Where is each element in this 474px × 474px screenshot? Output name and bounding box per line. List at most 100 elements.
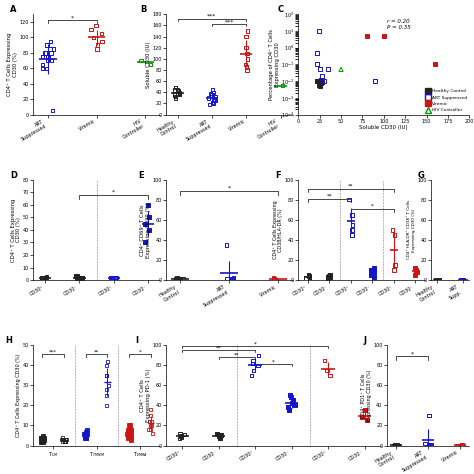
- Point: [145, 214, 153, 221]
- Point: [284, 404, 292, 411]
- Point: [392, 442, 400, 449]
- Point: [146, 418, 154, 425]
- Point: [242, 33, 250, 40]
- Point: [145, 426, 153, 433]
- Point: [244, 27, 251, 35]
- Point: [44, 57, 52, 64]
- Legend: Healthy Control, ART Suppressed, Viremic, HIV Controller: Healthy Control, ART Suppressed, Viremic…: [426, 89, 467, 112]
- Point: [47, 49, 55, 56]
- Point: [127, 436, 135, 443]
- Point: [82, 432, 90, 439]
- Text: F: F: [275, 171, 281, 180]
- Point: [82, 430, 89, 438]
- Point: [73, 274, 81, 282]
- Point: [93, 45, 101, 53]
- Point: [345, 196, 353, 204]
- Point: [146, 422, 154, 429]
- Point: [141, 238, 149, 246]
- Point: [316, 65, 323, 73]
- Point: [78, 274, 86, 282]
- Point: [175, 275, 182, 283]
- Point: [413, 268, 421, 276]
- Point: [43, 273, 50, 281]
- Point: [217, 431, 225, 438]
- Point: [348, 211, 356, 219]
- Point: [109, 274, 116, 282]
- Point: [62, 436, 70, 443]
- Point: [87, 26, 95, 34]
- Point: [38, 434, 46, 441]
- Point: [433, 276, 440, 283]
- Point: [457, 276, 465, 283]
- Point: [148, 422, 155, 429]
- Point: [454, 442, 461, 449]
- Point: [206, 100, 213, 108]
- Point: [457, 276, 465, 283]
- Point: [288, 400, 295, 407]
- Point: [102, 385, 110, 393]
- Point: [176, 89, 183, 96]
- Point: [380, 32, 388, 40]
- Y-axis label: CD4⁺ T Cells Expressing CD30 (%): CD4⁺ T Cells Expressing CD30 (%): [17, 354, 21, 437]
- Point: [425, 412, 433, 419]
- Point: [176, 91, 183, 98]
- Point: [83, 430, 91, 438]
- Point: [392, 442, 400, 449]
- Y-axis label: Percentage of CD4⁺ T Cells
Expressing CD30: Percentage of CD4⁺ T Cells Expressing CD…: [269, 29, 280, 100]
- Point: [279, 82, 286, 89]
- Point: [367, 271, 374, 279]
- Point: [43, 64, 50, 72]
- Point: [103, 372, 111, 379]
- Text: C: C: [278, 5, 284, 14]
- Point: [316, 82, 323, 90]
- Point: [243, 64, 250, 71]
- Point: [38, 436, 46, 443]
- Point: [109, 275, 117, 283]
- Point: [348, 231, 356, 239]
- Point: [337, 65, 345, 73]
- Point: [210, 95, 218, 103]
- Point: [321, 356, 328, 364]
- Point: [370, 268, 377, 276]
- Point: [434, 276, 441, 283]
- Point: [412, 268, 420, 276]
- Point: [248, 372, 255, 379]
- Point: [319, 78, 326, 86]
- Point: [427, 441, 435, 449]
- Point: [286, 392, 293, 399]
- Point: [433, 276, 441, 283]
- Point: [147, 412, 155, 419]
- Point: [292, 401, 299, 409]
- Point: [325, 273, 332, 281]
- Point: [394, 442, 402, 449]
- Point: [39, 436, 46, 443]
- Point: [210, 96, 217, 104]
- Point: [302, 274, 310, 282]
- Point: [38, 275, 46, 283]
- Point: [41, 275, 49, 283]
- Point: [107, 274, 115, 282]
- Point: [38, 436, 46, 443]
- Point: [148, 430, 156, 438]
- Point: [458, 441, 466, 449]
- Point: [319, 72, 326, 80]
- Point: [223, 241, 230, 249]
- Point: [44, 53, 52, 61]
- X-axis label: Soluble CD30 (IU): Soluble CD30 (IU): [359, 125, 408, 130]
- Point: [315, 81, 323, 89]
- Point: [59, 436, 67, 443]
- Point: [393, 441, 401, 449]
- Point: [39, 432, 47, 439]
- Point: [47, 57, 55, 64]
- Point: [270, 274, 277, 282]
- Point: [254, 362, 262, 369]
- Point: [242, 61, 249, 68]
- Point: [38, 436, 46, 443]
- Point: [304, 271, 312, 279]
- Point: [175, 87, 182, 95]
- Point: [181, 431, 188, 438]
- Point: [172, 93, 179, 100]
- Point: [305, 273, 313, 281]
- Point: [103, 392, 110, 399]
- Point: [209, 86, 216, 93]
